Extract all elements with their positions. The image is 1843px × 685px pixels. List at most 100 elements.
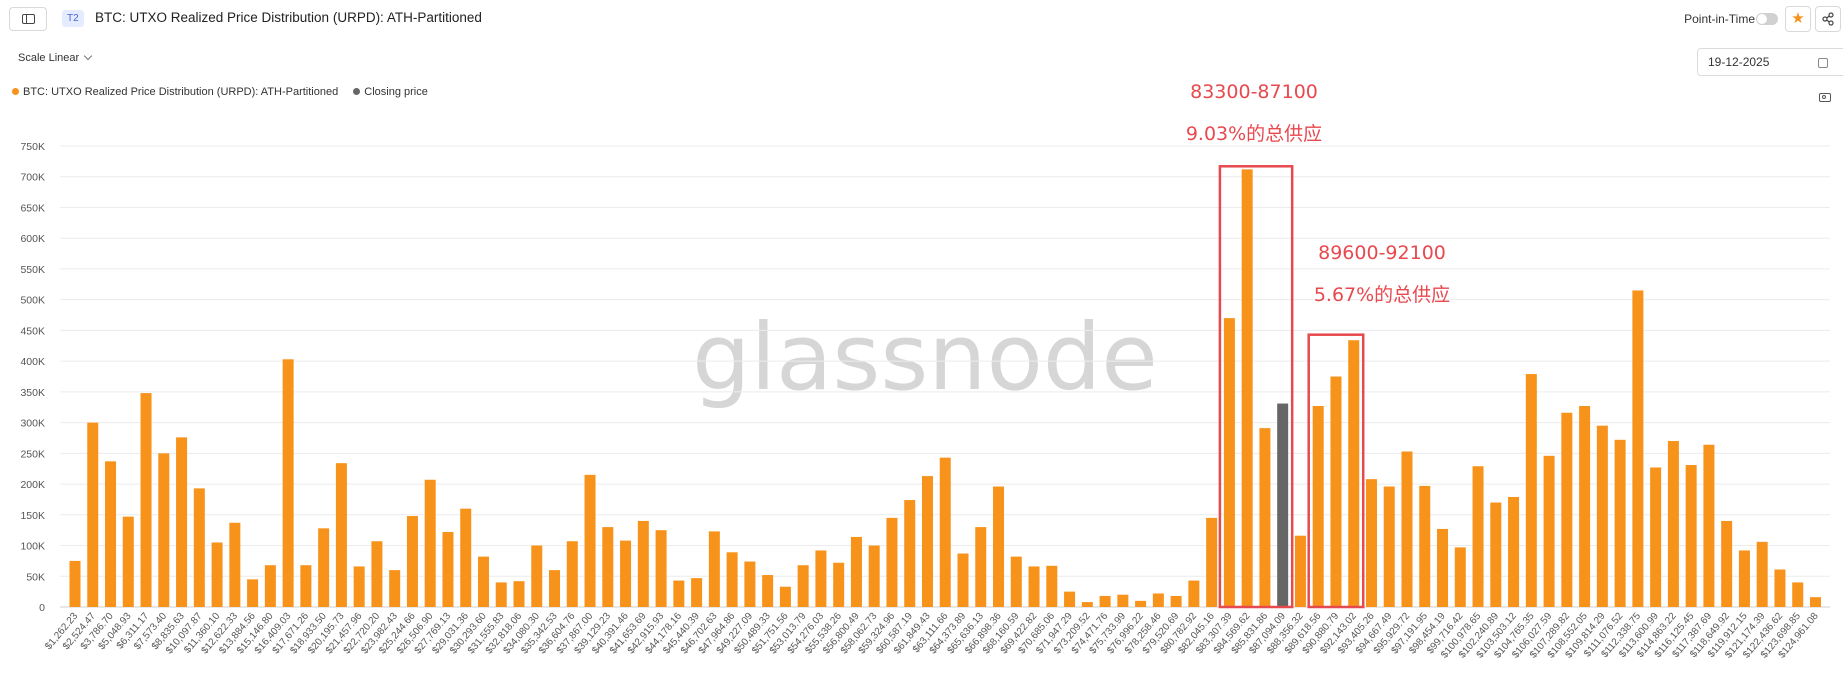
point-in-time-toggle[interactable] — [1756, 13, 1778, 25]
bar — [442, 532, 454, 607]
annotation-range: 83300-87100 — [1190, 81, 1318, 103]
watermark: glassnode — [692, 304, 1158, 411]
bar — [1330, 376, 1342, 607]
bar — [1792, 582, 1804, 607]
bar — [1188, 580, 1200, 607]
bar — [87, 422, 99, 607]
bar — [1312, 406, 1324, 607]
bar — [406, 516, 418, 607]
bar — [477, 556, 489, 607]
bar — [1152, 593, 1164, 607]
bar — [1437, 528, 1449, 607]
bar — [1223, 318, 1235, 607]
highlight-box — [1307, 333, 1365, 609]
sidebar-icon — [22, 14, 35, 24]
page-title: BTC: UTXO Realized Price Distribution (U… — [95, 10, 482, 25]
bar — [69, 560, 81, 607]
bar — [620, 540, 632, 607]
bar — [1241, 169, 1253, 607]
bar — [389, 570, 401, 607]
y-tick-label: 550K — [20, 264, 45, 276]
bar — [779, 586, 791, 607]
bar — [371, 541, 383, 607]
y-tick-label: 150K — [20, 510, 45, 522]
bar — [904, 500, 916, 607]
bar — [140, 393, 152, 607]
star-icon: ★ — [1791, 10, 1805, 27]
bar — [1348, 340, 1360, 607]
bar — [602, 527, 614, 607]
camera-icon[interactable] — [1819, 93, 1831, 102]
bar — [1774, 569, 1786, 607]
bar — [815, 550, 827, 607]
bar — [1756, 541, 1768, 607]
bar — [1508, 496, 1520, 607]
bar — [1028, 566, 1040, 607]
y-tick-label: 0 — [39, 602, 45, 614]
closing-price-bar — [1277, 403, 1289, 607]
bar — [1596, 425, 1608, 607]
bar — [318, 528, 330, 607]
bar — [797, 565, 809, 607]
bar — [1561, 412, 1573, 607]
date-value: 19-12-2025 — [1708, 55, 1770, 69]
bar — [1579, 406, 1591, 607]
y-tick-label: 200K — [20, 479, 45, 491]
annotation-supply: 9.03%的总供应 — [1186, 123, 1322, 145]
bar — [939, 457, 951, 607]
y-tick-label: 750K — [20, 141, 45, 153]
bar — [300, 565, 312, 607]
bar — [957, 553, 969, 607]
toggle-sidebar-button[interactable] — [9, 7, 47, 31]
bar — [460, 508, 472, 607]
share-button[interactable] — [1815, 6, 1841, 32]
bar — [1099, 595, 1111, 607]
bar — [762, 575, 774, 607]
calendar-icon — [1818, 58, 1828, 68]
bar — [1064, 591, 1076, 607]
bar — [1117, 594, 1129, 607]
bar — [726, 552, 738, 607]
chart-legend: BTC: UTXO Realized Price Distribution (U… — [12, 86, 440, 98]
bar — [1543, 455, 1555, 607]
bar — [1490, 502, 1502, 607]
legend-label: BTC: UTXO Realized Price Distribution (U… — [23, 86, 339, 98]
bar — [1525, 374, 1537, 607]
y-tick-label: 600K — [20, 233, 45, 245]
bar — [886, 517, 898, 607]
point-in-time-label: Point-in-Time — [1684, 12, 1755, 26]
legend-item-closing-price[interactable]: Closing price — [353, 86, 428, 98]
bar — [1738, 550, 1750, 607]
favorite-button[interactable]: ★ — [1785, 6, 1811, 32]
bar — [673, 580, 685, 607]
bar — [1259, 428, 1271, 607]
bar — [211, 542, 223, 607]
y-tick-label: 500K — [20, 295, 45, 307]
bar — [1046, 565, 1058, 607]
legend-label: Closing price — [364, 86, 428, 98]
bar — [229, 522, 241, 607]
bar — [691, 578, 703, 607]
bar — [637, 520, 649, 607]
bar — [1614, 439, 1626, 607]
date-field[interactable]: 19-12-2025 — [1697, 48, 1843, 76]
bar — [1703, 444, 1715, 607]
scale-select-label: Scale Linear — [18, 52, 80, 64]
bar — [549, 570, 561, 607]
legend-dot — [12, 88, 19, 95]
bar — [1650, 467, 1662, 607]
bar — [264, 565, 276, 607]
bar — [353, 566, 365, 607]
bar — [1809, 597, 1821, 607]
bar — [1170, 595, 1182, 607]
scale-select[interactable]: Scale Linear — [18, 51, 93, 64]
y-tick-label: 450K — [20, 325, 45, 337]
bar — [566, 541, 578, 607]
bar — [513, 581, 525, 607]
legend-item-urpd[interactable]: BTC: UTXO Realized Price Distribution (U… — [12, 86, 338, 98]
highlight-box — [1218, 165, 1294, 609]
bar — [708, 531, 720, 607]
bar — [1206, 517, 1218, 607]
y-tick-label: 50K — [26, 571, 45, 583]
